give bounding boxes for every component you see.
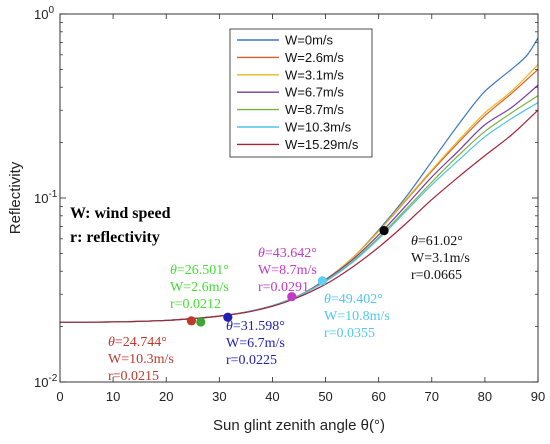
x-axis-title: Sun glint zenith angle θ(°): [213, 417, 385, 434]
data-marker-4: [317, 276, 327, 286]
y-axis-ticks: 10-2 10-1 100: [34, 5, 538, 390]
data-marker-0: [186, 316, 197, 326]
annotation-4-line-0: θ=49.402°: [324, 292, 383, 307]
legend-box: [229, 28, 373, 158]
annotation-3: θ=43.642° W=8.7m/s r=0.0291: [258, 246, 317, 295]
x-tick-label-5: 50: [318, 389, 332, 404]
annotation-4-line-2: r=0.0355: [324, 326, 375, 341]
annotation-5-line-2: r=0.0665: [411, 268, 462, 283]
annotation-3-line-1: W=8.7m/s: [258, 263, 317, 278]
annotation-1-line-2: r=0.0212: [170, 297, 221, 312]
annotation-5-line-0: θ=61.02°: [411, 234, 463, 249]
annotation-1: θ=26.501° W=2.6m/s r=0.0212: [170, 263, 229, 312]
annotation-4: θ=49.402° W=10.8m/s r=0.0355: [324, 292, 390, 341]
x-tick-label-3: 30: [212, 389, 226, 404]
x-tick-label-2: 20: [159, 389, 173, 404]
annotation-2: θ=31.598° W=6.7m/s r=0.0225: [226, 319, 285, 368]
annotation-4-line-1: W=10.8m/s: [324, 309, 390, 324]
data-marker-2: [223, 312, 233, 322]
series-line-6: [59, 109, 539, 323]
legend-label-4: W=8.7m/s: [285, 102, 344, 117]
y-tick-label-0: 10-2: [34, 373, 58, 390]
data-marker-1: [196, 317, 206, 327]
annotation-0-line-2: r=0.0215: [108, 369, 159, 384]
legend: W=0m/s W=2.6m/s W=3.1m/s W=6.7m/s W=8.7m/s W=…: [229, 28, 373, 158]
annotation-0-line-0: θ=24.744°: [108, 335, 167, 350]
legend-label-5: W=10.3m/s: [285, 120, 352, 135]
y-tick-label-2: 100: [34, 5, 54, 22]
x-tick-label-7: 70: [425, 389, 439, 404]
note-reflectivity: r: reflectivity: [70, 229, 160, 246]
annotation-0-line-1: W=10.3m/s: [108, 352, 174, 367]
markers-layer: [186, 226, 389, 327]
legend-label-0: W=0m/s: [285, 33, 334, 48]
x-tick-label-1: 10: [106, 389, 120, 404]
annotation-2-line-1: W=6.7m/s: [226, 336, 285, 351]
x-tick-label-4: 40: [265, 389, 279, 404]
annotation-3-line-2: r=0.0291: [258, 280, 309, 295]
x-tick-label-9: 90: [531, 389, 545, 404]
data-marker-3: [287, 292, 297, 302]
x-tick-label-0: 0: [56, 389, 63, 404]
legend-label-1: W=2.6m/s: [285, 50, 344, 65]
x-tick-label-6: 60: [371, 389, 385, 404]
x-tick-label-8: 80: [478, 389, 492, 404]
data-marker-5: [379, 226, 389, 236]
annotation-1-line-1: W=2.6m/s: [170, 280, 229, 295]
annotation-1-line-0: θ=26.501°: [170, 263, 229, 278]
y-tick-label-1: 10-1: [34, 189, 58, 206]
annotation-5-line-1: W=3.1m/s: [411, 251, 470, 266]
annotations-layer: θ=24.744° W=10.3m/s r=0.0215 θ=26.501° W=2.6…: [108, 234, 470, 384]
annotation-2-line-0: θ=31.598°: [226, 319, 285, 334]
annotation-3-line-0: θ=43.642°: [258, 246, 317, 261]
legend-label-2: W=3.1m/s: [285, 67, 344, 82]
y-axis-title: Reflectivity: [7, 161, 24, 234]
x-axis-ticks: 0 10 20 30 40 50 60 70 80 90: [56, 14, 545, 404]
legend-label-6: W=15.29m/s: [285, 137, 359, 152]
legend-label-3: W=6.7m/s: [285, 85, 344, 100]
annotation-2-line-2: r=0.0225: [226, 353, 277, 368]
annotation-5: θ=61.02° W=3.1m/s r=0.0665: [411, 234, 470, 283]
annotation-0: θ=24.744° W=10.3m/s r=0.0215: [108, 335, 174, 384]
note-wind-speed: W: wind speed: [70, 205, 171, 222]
